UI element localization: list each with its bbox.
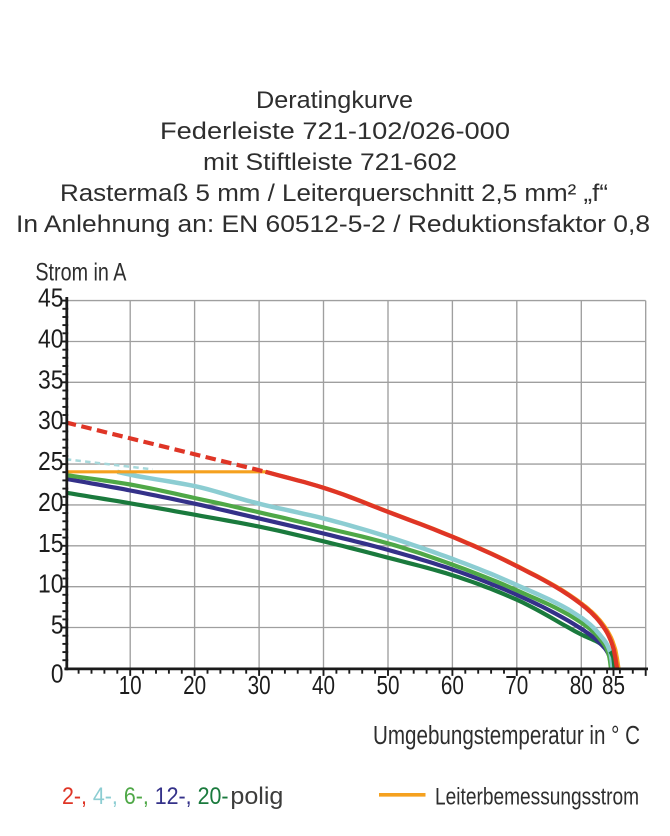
svg-text:mit Stiftleiste 721-602: mit Stiftleiste 721-602 — [203, 149, 457, 176]
svg-text:Rastermaß 5 mm / Leiterquersch: Rastermaß 5 mm / Leiterquerschnitt 2,5 m… — [60, 180, 608, 207]
svg-text:40: 40 — [38, 326, 64, 354]
svg-text:20: 20 — [38, 489, 64, 517]
svg-text:polig: polig — [230, 783, 283, 810]
svg-text:Leiterbemessungsstrom: Leiterbemessungsstrom — [435, 784, 639, 811]
svg-text:30: 30 — [248, 672, 271, 700]
svg-text:50: 50 — [377, 672, 400, 700]
svg-text:In Anlehnung an: EN 60512-5-2: In Anlehnung an: EN 60512-5-2 / Reduktio… — [16, 211, 650, 238]
svg-text:70: 70 — [505, 672, 528, 700]
svg-text:5: 5 — [51, 612, 64, 640]
svg-text:20: 20 — [183, 672, 206, 700]
svg-text:60: 60 — [441, 672, 464, 700]
svg-text:Umgebungstemperatur in ° C: Umgebungstemperatur in ° C — [373, 722, 640, 750]
svg-text:10: 10 — [38, 571, 64, 599]
svg-text:2-, 4-, 6-, 12-, 20-: 2-, 4-, 6-, 12-, 20- — [62, 783, 229, 810]
svg-text:25: 25 — [38, 448, 64, 476]
svg-text:40: 40 — [312, 672, 335, 700]
svg-text:Deratingkurve: Deratingkurve — [256, 87, 413, 114]
svg-text:45: 45 — [38, 285, 64, 313]
svg-text:15: 15 — [38, 530, 64, 558]
svg-text:80: 80 — [570, 672, 593, 700]
svg-text:Strom in A: Strom in A — [35, 259, 126, 287]
svg-text:30: 30 — [38, 407, 64, 435]
svg-text:Federleiste 721-102/026-000: Federleiste 721-102/026-000 — [160, 118, 510, 145]
svg-text:0: 0 — [51, 661, 64, 689]
svg-text:10: 10 — [119, 672, 142, 700]
svg-text:35: 35 — [38, 366, 64, 394]
svg-text:85: 85 — [602, 672, 625, 700]
